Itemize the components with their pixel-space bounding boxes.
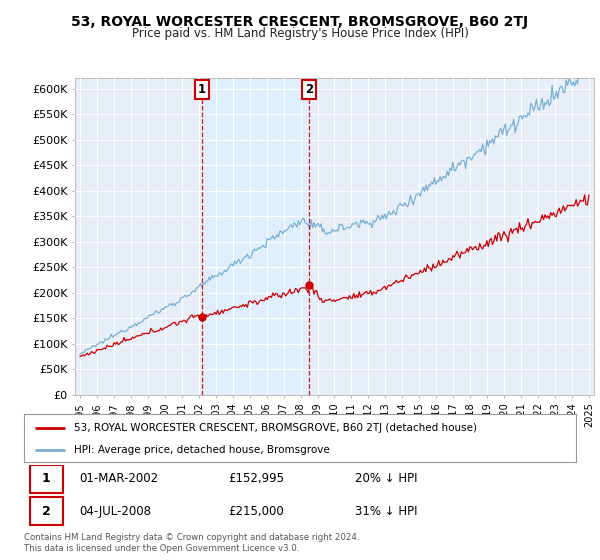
Text: 01-MAR-2002: 01-MAR-2002	[79, 473, 158, 486]
Bar	[202, 78, 309, 395]
Text: 20% ↓ HPI: 20% ↓ HPI	[355, 473, 418, 486]
FancyBboxPatch shape	[29, 465, 62, 493]
Text: 04-JUL-2008: 04-JUL-2008	[79, 505, 151, 517]
Text: Contains HM Land Registry data © Crown copyright and database right 2024.
This d: Contains HM Land Registry data © Crown c…	[24, 533, 359, 553]
Text: 53, ROYAL WORCESTER CRESCENT, BROMSGROVE, B60 2TJ: 53, ROYAL WORCESTER CRESCENT, BROMSGROVE…	[71, 15, 529, 29]
Text: Price paid vs. HM Land Registry's House Price Index (HPI): Price paid vs. HM Land Registry's House …	[131, 27, 469, 40]
Text: £215,000: £215,000	[228, 505, 284, 517]
Text: 1: 1	[197, 83, 206, 96]
Text: HPI: Average price, detached house, Bromsgrove: HPI: Average price, detached house, Brom…	[74, 445, 329, 455]
Text: 53, ROYAL WORCESTER CRESCENT, BROMSGROVE, B60 2TJ (detached house): 53, ROYAL WORCESTER CRESCENT, BROMSGROVE…	[74, 423, 476, 433]
Text: 2: 2	[42, 505, 50, 517]
Text: 1: 1	[42, 473, 50, 486]
FancyBboxPatch shape	[29, 497, 62, 525]
Text: 2: 2	[305, 83, 313, 96]
Text: £152,995: £152,995	[228, 473, 284, 486]
Text: 31% ↓ HPI: 31% ↓ HPI	[355, 505, 418, 517]
